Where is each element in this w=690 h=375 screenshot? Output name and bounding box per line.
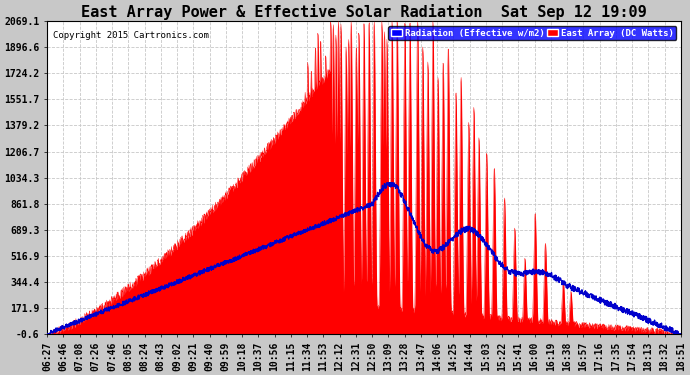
Legend: Radiation (Effective w/m2), East Array (DC Watts): Radiation (Effective w/m2), East Array (…	[388, 26, 676, 40]
Title: East Array Power & Effective Solar Radiation  Sat Sep 12 19:09: East Array Power & Effective Solar Radia…	[81, 4, 647, 20]
Text: Copyright 2015 Cartronics.com: Copyright 2015 Cartronics.com	[53, 31, 209, 40]
